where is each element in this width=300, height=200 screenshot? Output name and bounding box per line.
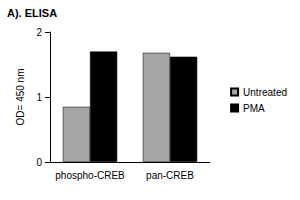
svg-text:phospho-CREB: phospho-CREB bbox=[55, 170, 125, 181]
svg-text:2: 2 bbox=[36, 27, 42, 38]
svg-text:1: 1 bbox=[36, 92, 42, 103]
svg-text:0: 0 bbox=[36, 157, 42, 168]
svg-text:Untreated: Untreated bbox=[243, 87, 287, 98]
svg-text:PMA: PMA bbox=[243, 103, 265, 114]
svg-text:OD= 450 nm: OD= 450 nm bbox=[15, 69, 26, 126]
svg-text:A). ELISA: A). ELISA bbox=[7, 7, 57, 19]
svg-text:pan-CREB: pan-CREB bbox=[146, 170, 194, 181]
